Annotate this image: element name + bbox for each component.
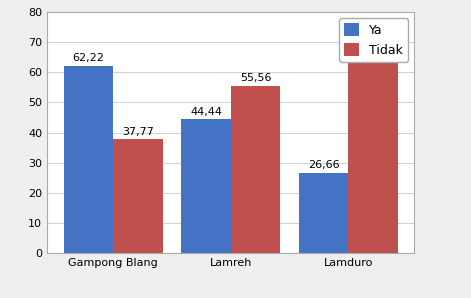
Text: 26,66: 26,66 — [308, 160, 340, 170]
Text: 73,33: 73,33 — [357, 20, 389, 30]
Legend: Ya, Tidak: Ya, Tidak — [339, 18, 408, 62]
Bar — [64, 66, 113, 253]
Text: 37,77: 37,77 — [122, 127, 154, 137]
Bar — [349, 32, 398, 253]
Bar — [299, 173, 349, 253]
Text: 44,44: 44,44 — [190, 107, 222, 117]
Text: 62,22: 62,22 — [73, 53, 105, 63]
Bar — [113, 139, 162, 253]
Bar — [181, 119, 231, 253]
Bar — [231, 86, 280, 253]
Text: 55,56: 55,56 — [240, 73, 271, 83]
